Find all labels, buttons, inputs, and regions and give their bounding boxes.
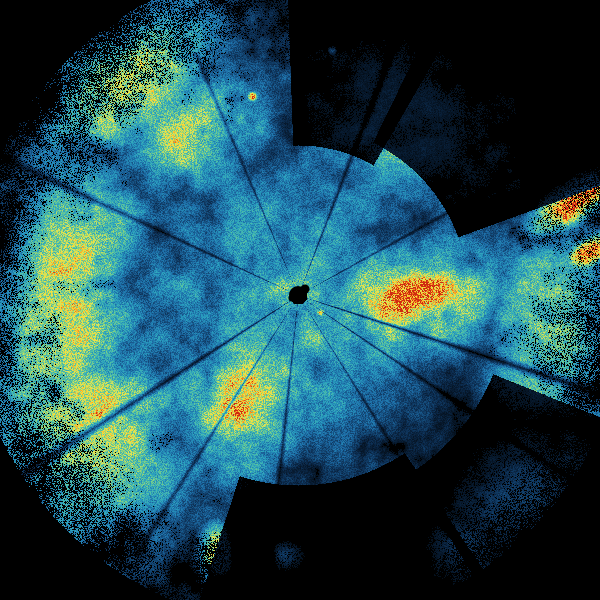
radar-ppi-canvas xyxy=(0,0,600,600)
radar-image-viewport: Radar PPI Reflectivity Scan xyxy=(0,0,600,600)
